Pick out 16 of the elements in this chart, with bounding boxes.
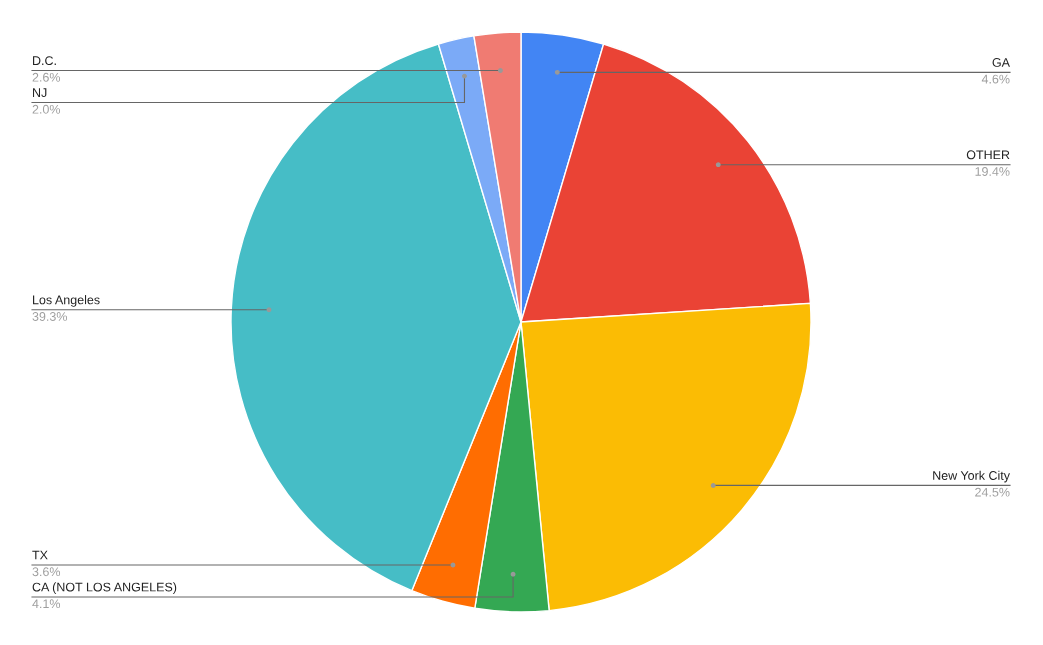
slice-label: OTHER [966, 150, 1010, 160]
data-label: 39.3% [32, 312, 67, 321]
slice-label: NJ [33, 88, 47, 98]
data-label: 19.4% [975, 167, 1010, 176]
data-label: 24.5% [975, 487, 1010, 497]
slice-label: Los Angeles [33, 295, 100, 307]
data-label: 3.6% [32, 567, 61, 577]
slice-label: D.C. [33, 56, 56, 66]
slice-label: CA (NOT LOS ANGELES) [32, 582, 177, 594]
data-label: 4.6% [981, 74, 1010, 84]
data-label: 2.6% [32, 72, 61, 82]
data-label: 2.0% [32, 104, 61, 114]
slice-label: New York City [933, 470, 1010, 483]
slice-label: TX [32, 550, 48, 560]
slice-label: GA [992, 58, 1010, 67]
data-label: 4.1% [32, 599, 61, 609]
